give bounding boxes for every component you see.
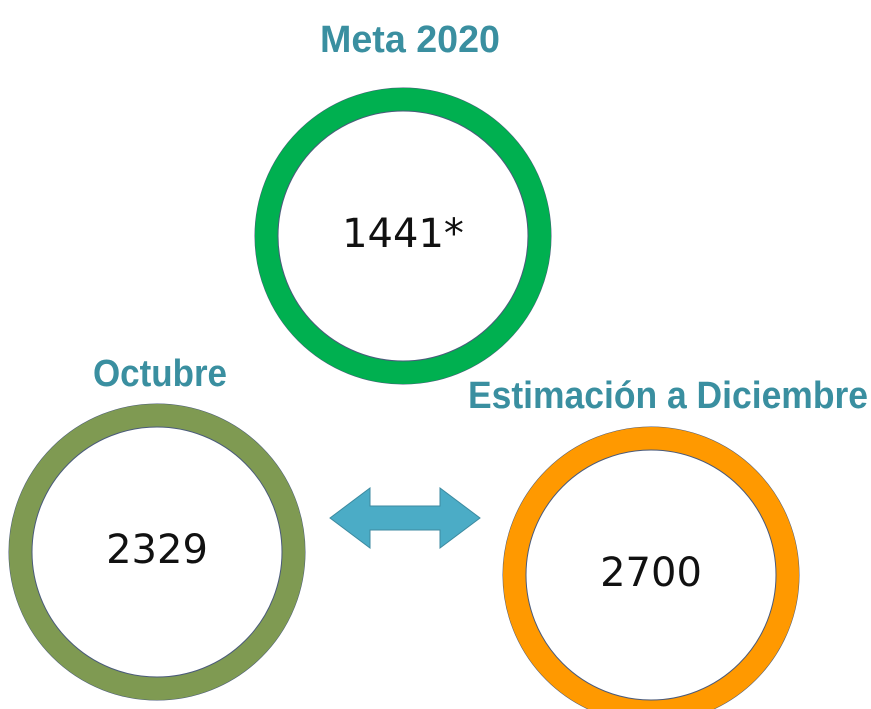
ring — [255, 88, 551, 384]
ring-inner-outline — [525, 449, 777, 701]
circle-value: 2700 — [600, 550, 702, 596]
ring-inner-outline — [277, 110, 529, 362]
circle-title: Meta 2020 — [320, 19, 500, 61]
ring-inner-outline — [31, 426, 283, 678]
circle-title: Estimación a Diciembre — [468, 375, 868, 417]
double-arrow — [329, 487, 481, 549]
circle-value: 1441* — [342, 211, 464, 257]
ring — [503, 427, 799, 709]
ring — [9, 404, 305, 700]
circle-title: Octubre — [93, 353, 227, 395]
circle-value: 2329 — [106, 527, 208, 573]
